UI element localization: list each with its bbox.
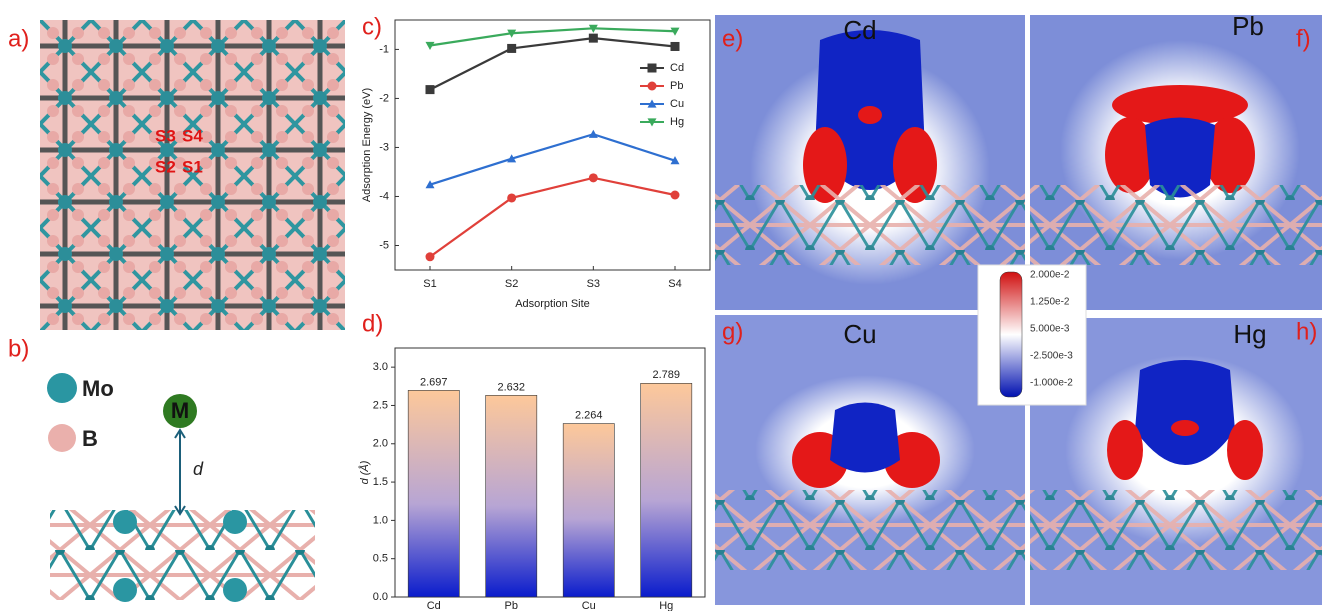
x-axis-label: Adsorption Site	[515, 298, 590, 310]
x-tick-label: S1	[423, 278, 436, 290]
y-tick-label: 1.0	[373, 514, 388, 526]
b-atom-icon	[48, 424, 76, 452]
x-tick-label: Cd	[427, 600, 441, 611]
map-label: Pb	[1232, 11, 1264, 41]
legend-label: Cd	[670, 62, 684, 74]
colorbar-label: 5.000e-3	[1030, 324, 1070, 335]
map-label: Cd	[843, 15, 876, 45]
distance-label: d	[193, 459, 204, 479]
series-line	[430, 38, 675, 89]
legend-label: Hg	[670, 116, 684, 128]
site-label: S1	[182, 157, 203, 176]
colorbar-label: -2.500e-3	[1030, 351, 1073, 362]
y-tick-label: -4	[379, 190, 389, 202]
site-label: S3	[155, 126, 176, 145]
value-label: 2.264	[575, 409, 603, 421]
marker	[589, 173, 598, 182]
x-tick-label: S3	[587, 278, 600, 290]
marker	[589, 130, 598, 138]
y-tick-label: 0.5	[373, 553, 388, 565]
panel-label: f)	[1296, 25, 1311, 52]
x-tick-label: Hg	[659, 600, 673, 611]
mo-atom-icon	[47, 373, 77, 403]
colorbar	[1000, 272, 1022, 397]
marker	[426, 252, 435, 261]
map-label: Hg	[1233, 319, 1266, 349]
marker	[507, 44, 516, 53]
y-tick-label: 2.0	[373, 438, 388, 450]
site-label: S4	[182, 126, 203, 145]
series-line	[430, 134, 675, 184]
mo-atom	[223, 510, 247, 534]
panel-label: b)	[8, 335, 29, 362]
marker	[671, 42, 680, 51]
panel-label: c)	[362, 13, 382, 40]
y-tick-label: 3.0	[373, 361, 388, 373]
y-tick-label: 1.5	[373, 476, 388, 488]
bar	[563, 424, 614, 597]
legend-marker	[648, 82, 657, 91]
y-tick-label: 2.5	[373, 399, 388, 411]
adsorbate-label: M	[171, 398, 189, 423]
bar	[641, 383, 692, 597]
y-axis-label: Adsorption Energy (eV)	[361, 88, 373, 202]
x-tick-label: Pb	[505, 600, 518, 611]
mo-atom	[223, 578, 247, 602]
panel-label: g)	[722, 318, 743, 345]
y-tick-label: -3	[379, 141, 389, 153]
y-tick-label: 0.0	[373, 591, 388, 603]
y-tick-label: -2	[379, 92, 389, 104]
bar	[486, 395, 537, 597]
colorbar-label: 1.250e-2	[1030, 297, 1070, 308]
atom-label: B	[82, 426, 98, 451]
side-structure	[50, 510, 315, 600]
y-axis-label: d (Å)	[358, 460, 371, 484]
colorbar-label: -1.000e-2	[1030, 378, 1073, 389]
value-label: 2.632	[497, 381, 525, 393]
atom-label: Mo	[82, 376, 114, 401]
x-tick-label: S2	[505, 278, 518, 290]
panel-label: h)	[1296, 318, 1317, 345]
mo-atom	[113, 578, 137, 602]
legend-label: Pb	[670, 80, 683, 92]
bar	[408, 390, 459, 597]
series-line	[430, 178, 675, 257]
plot-frame	[395, 20, 710, 270]
marker	[507, 193, 516, 202]
marker	[426, 85, 435, 94]
x-tick-label: Cu	[582, 600, 596, 611]
x-tick-label: S4	[668, 278, 681, 290]
value-label: 2.789	[652, 369, 680, 381]
figure: a) S3 S4 S2 S1 b) Mo B M d c) d)	[0, 0, 1322, 611]
legend-marker	[648, 64, 657, 73]
marker	[671, 191, 680, 200]
map-label: Cu	[843, 319, 876, 349]
marker	[589, 34, 598, 43]
panel-label: e)	[722, 25, 743, 52]
mo-atom	[113, 510, 137, 534]
colorbar-label: 2.000e-2	[1030, 270, 1070, 281]
y-tick-label: -5	[379, 239, 389, 251]
panel-label: a)	[8, 25, 29, 52]
y-tick-label: -1	[379, 43, 389, 55]
legend-label: Cu	[670, 98, 684, 110]
value-label: 2.697	[420, 376, 448, 388]
site-label: S2	[155, 157, 176, 176]
panel-label: d)	[362, 310, 383, 337]
